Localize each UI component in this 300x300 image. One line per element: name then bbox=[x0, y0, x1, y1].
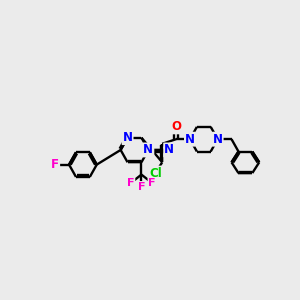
Text: N: N bbox=[185, 133, 195, 146]
Text: F: F bbox=[138, 182, 145, 192]
Text: Cl: Cl bbox=[149, 167, 162, 180]
Text: N: N bbox=[164, 143, 174, 157]
Text: N: N bbox=[143, 143, 153, 157]
Text: N: N bbox=[123, 131, 133, 144]
Text: N: N bbox=[213, 133, 223, 146]
Text: F: F bbox=[127, 178, 134, 188]
Text: F: F bbox=[51, 158, 59, 171]
Text: O: O bbox=[171, 120, 181, 134]
Text: F: F bbox=[148, 178, 156, 188]
